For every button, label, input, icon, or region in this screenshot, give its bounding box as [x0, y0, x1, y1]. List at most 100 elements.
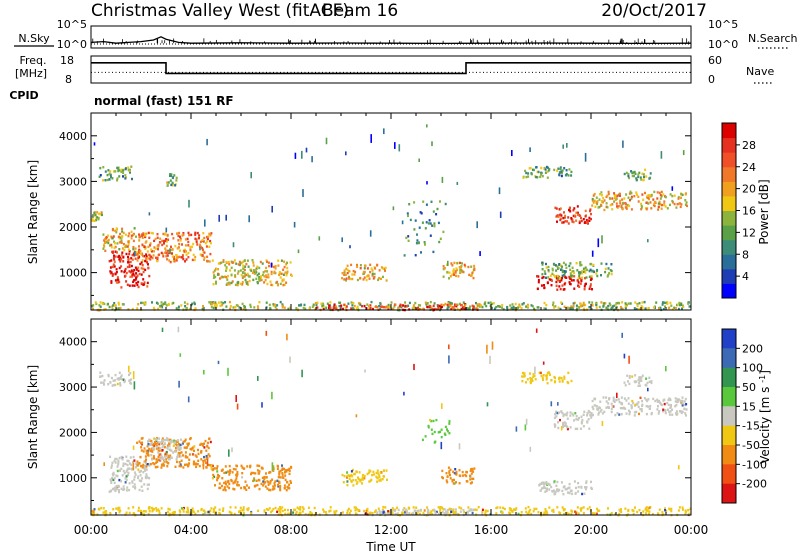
echo-cell-2: [146, 476, 149, 479]
echo-cell-11: [555, 410, 558, 414]
echo-cell-3: [163, 446, 166, 449]
echo-cell-0: [554, 305, 557, 308]
echo-cell-14: [653, 202, 656, 206]
colorbar-segment: [722, 210, 736, 226]
echo-cell-0: [582, 506, 585, 509]
echo-cell-9: [571, 492, 574, 496]
echo-speck: [203, 369, 205, 375]
echo-cell-14: [427, 426, 430, 429]
echo-cell-6: [114, 379, 117, 382]
echo-cell-4: [258, 464, 261, 468]
echo-cell-4: [170, 248, 173, 252]
echo-cell-3: [138, 440, 141, 443]
echo-cell-3: [112, 235, 115, 238]
echo-cell-14: [592, 201, 595, 204]
echo-cell-3: [205, 454, 208, 458]
echo-speck: [177, 326, 180, 333]
echo-cell-8: [371, 274, 374, 277]
echo-cell-16: [403, 254, 406, 257]
echo-cell-0: [607, 304, 610, 308]
echo-cell-2: [131, 258, 134, 261]
echo-cell-2: [118, 478, 121, 482]
echo-cell-8: [378, 277, 380, 280]
echo-cell-6: [129, 171, 131, 174]
echo-speck: [441, 403, 443, 409]
echo-cell-16: [429, 222, 432, 225]
echo-cell-0: [128, 511, 131, 515]
echo-cell-0: [590, 308, 593, 311]
echo-cell-1: [427, 512, 430, 516]
echo-cell-3: [137, 462, 140, 466]
echo-cell-3: [102, 233, 105, 236]
echo-cell-12: [620, 413, 623, 416]
echo-cell-13: [650, 381, 653, 385]
echo-cell-8: [363, 267, 366, 270]
echo-cell-12: [646, 399, 649, 403]
echo-cell-3: [130, 230, 133, 233]
echo-cell-1: [455, 303, 458, 306]
echo-cell-0: [580, 507, 583, 510]
echo-cell-0: [642, 510, 645, 513]
echo-cell-14: [591, 199, 594, 202]
echo-cell-10: [545, 376, 548, 380]
echo-cell-0: [619, 305, 622, 309]
echo-cell-8: [384, 266, 387, 270]
echo-cell-4: [156, 259, 159, 263]
echo-cell-8: [363, 264, 366, 267]
echo-speck: [271, 462, 274, 471]
echo-cell-12: [597, 413, 600, 416]
echo-cell-0: [520, 307, 523, 310]
echo-cell-0: [309, 511, 312, 514]
echo-cell-0: [194, 512, 197, 515]
echo-cell-0: [570, 512, 573, 516]
echo-cell-8: [341, 277, 343, 280]
echo-cell-2: [111, 274, 114, 277]
echo-cell-2: [114, 461, 117, 464]
echo-cell-14: [621, 198, 624, 201]
echo-cell-6: [118, 169, 121, 172]
echo-cell-12: [635, 410, 638, 414]
echo-cell-4: [144, 246, 147, 249]
echo-cell-5: [269, 280, 272, 283]
echo-cell-2: [133, 483, 136, 486]
echo-cell-15: [637, 175, 640, 179]
echo-cell-2: [124, 481, 127, 484]
echo-cell-0: [614, 513, 617, 516]
echo-speck: [448, 355, 450, 364]
echo-speck: [169, 248, 171, 254]
echo-cell-0: [272, 303, 275, 306]
echo-cell-0: [621, 307, 624, 311]
echo-cell-14: [432, 419, 435, 423]
echo-cell-0: [569, 307, 572, 310]
echo-cell-4: [184, 248, 186, 252]
echo-cell-7: [99, 213, 102, 216]
echo-cell-2: [133, 471, 136, 474]
echo-cell-7: [93, 214, 96, 217]
echo-cell-3: [182, 440, 185, 443]
echo-cell-4: [191, 258, 194, 262]
echo-cell-0: [499, 506, 502, 509]
echo-cell-0: [641, 301, 644, 304]
echo-cell-5: [282, 283, 285, 287]
echo-cell-0: [356, 307, 359, 310]
echo-cell-4: [216, 465, 219, 468]
echo-cell-0: [118, 511, 121, 514]
echo-cell-13: [568, 208, 570, 212]
echo-cell-10: [529, 381, 532, 385]
echo-cell-2: [112, 257, 115, 260]
echo-cell-4: [283, 484, 286, 487]
echo-cell-4: [187, 256, 190, 259]
echo-cell-9: [467, 265, 470, 269]
echo-cell-14: [679, 205, 682, 209]
echo-cell-1: [443, 512, 446, 515]
echo-cell-0: [414, 301, 417, 305]
echo-cell-1: [343, 303, 346, 306]
echo-cell-14: [678, 202, 681, 205]
echo-cell-0: [214, 506, 217, 509]
echo-cell-6: [122, 378, 125, 381]
echo-cell-5: [160, 456, 163, 459]
echo-cell-0: [688, 305, 691, 308]
echo-cell-2: [115, 268, 118, 271]
echo-cell-10: [548, 371, 550, 374]
echo-cell-10: [532, 373, 535, 376]
